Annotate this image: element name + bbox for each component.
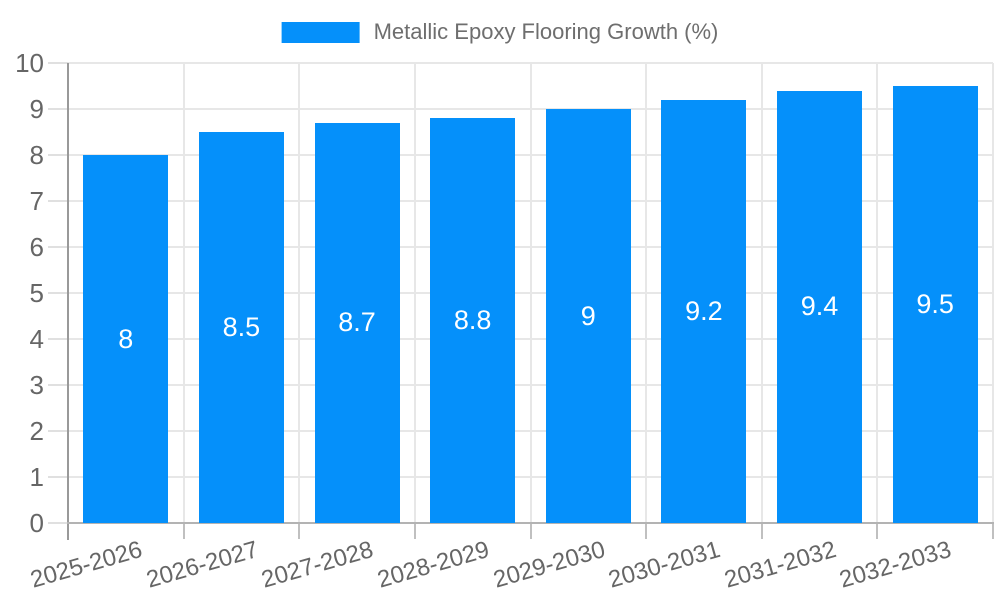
y-axis-tick (48, 338, 68, 340)
x-gridline (298, 63, 301, 523)
x-gridline (182, 63, 185, 523)
x-gridline (413, 63, 416, 523)
bar-value-label: 8.8 (453, 305, 492, 336)
y-axis-label: 0 (29, 508, 44, 538)
x-axis-label: 2026-2027 (143, 536, 261, 594)
y-axis-label: 2 (29, 416, 44, 446)
bar-value-label: 8.5 (222, 312, 261, 342)
bar-value-label: 9.5 (916, 289, 954, 319)
x-gridline (529, 63, 532, 523)
legend-swatch-icon (281, 21, 360, 43)
y-axis-tick (48, 200, 68, 202)
bar-2031-2032[interactable]: 9.4 (777, 90, 863, 523)
x-gridline (760, 63, 763, 523)
x-axis-label: 2025-2026 (27, 536, 146, 594)
x-axis-label: 2032-2033 (836, 536, 955, 594)
y-axis-tick (48, 62, 68, 64)
y-axis-tick (48, 522, 68, 524)
chart-legend[interactable]: Metallic Epoxy Flooring Growth (%) (281, 19, 719, 45)
y-axis-tick (48, 246, 68, 248)
bar-value-label: 8 (118, 323, 134, 354)
x-axis-label: 2029-2030 (489, 536, 608, 594)
y-axis-tick (48, 430, 68, 432)
y-axis-label: 8 (29, 140, 44, 170)
bar-2030-2031[interactable]: 9.2 (661, 99, 747, 523)
bar-2029-2030[interactable]: 9 (545, 109, 631, 523)
bar-2025-2026[interactable]: 8 (83, 155, 169, 523)
x-gridline (992, 63, 994, 523)
x-axis-tick (298, 523, 301, 539)
y-axis-tick (48, 292, 68, 294)
x-gridline (645, 63, 648, 523)
bar-value-label: 9 (580, 300, 596, 331)
legend-label: Metallic Epoxy Flooring Growth (%) (373, 19, 719, 44)
x-axis-tick (992, 523, 994, 539)
y-axis-label: 7 (29, 186, 44, 216)
bar-value-label: 8.7 (338, 307, 376, 338)
x-axis-label: 2027-2028 (258, 536, 377, 594)
y-axis-tick (48, 108, 68, 110)
x-axis-tick (645, 523, 648, 539)
y-axis-line (67, 63, 69, 540)
bar-2027-2028[interactable]: 8.7 (314, 122, 400, 523)
bar-2026-2027[interactable]: 8.5 (198, 132, 284, 523)
x-axis-label: 2030-2031 (605, 536, 724, 594)
y-axis-tick (48, 384, 68, 386)
y-axis-tick (48, 476, 68, 478)
y-axis-label: 6 (29, 232, 44, 262)
x-axis-tick (413, 523, 416, 539)
bar-value-label: 9.2 (685, 295, 723, 326)
x-axis-tick (760, 523, 763, 539)
y-axis-label: 4 (29, 324, 44, 354)
y-axis-label: 1 (29, 462, 44, 492)
bar-2028-2029[interactable]: 8.8 (430, 118, 516, 523)
x-gridline (876, 63, 879, 523)
y-axis-label: 9 (29, 94, 44, 124)
x-axis-label: 2031-2032 (721, 536, 840, 594)
bar-2032-2033[interactable]: 9.5 (892, 86, 978, 523)
bar-value-label: 9.4 (800, 291, 839, 322)
y-axis-tick (48, 154, 68, 156)
x-axis-line (67, 522, 994, 524)
y-axis-label: 3 (29, 370, 44, 400)
x-axis-label: 2028-2029 (374, 536, 493, 594)
x-axis-tick (876, 523, 879, 539)
y-axis-label: 5 (29, 278, 44, 308)
x-axis-tick (529, 523, 532, 539)
y-axis-label: 10 (15, 48, 44, 78)
x-axis-tick (182, 523, 185, 539)
